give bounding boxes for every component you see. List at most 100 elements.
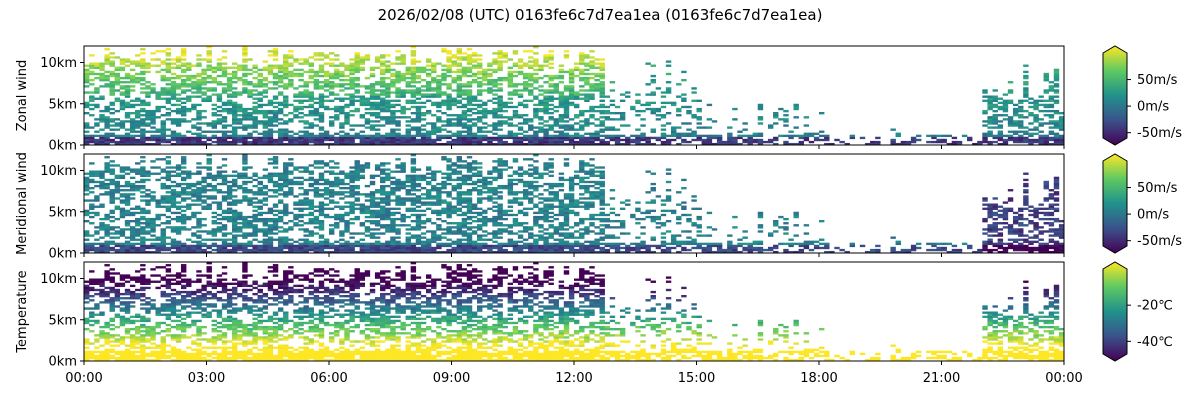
heatmap-cell <box>262 222 269 225</box>
heatmap-cell <box>395 136 401 140</box>
heatmap-cell <box>226 109 233 113</box>
heatmap-cell <box>497 66 503 69</box>
heatmap-cell <box>405 242 411 246</box>
heatmap-cell <box>89 215 95 219</box>
heatmap-cell <box>313 112 320 115</box>
heatmap-cell <box>497 95 503 98</box>
heatmap-cell <box>247 83 253 86</box>
heatmap-cell <box>512 93 519 96</box>
heatmap-cell <box>165 209 172 213</box>
heatmap-cell <box>308 176 314 180</box>
heatmap-cell <box>298 107 304 111</box>
heatmap-cell <box>354 164 360 167</box>
heatmap-cell <box>298 136 304 140</box>
heatmap-cell <box>487 138 493 142</box>
heatmap-cell <box>216 191 223 194</box>
heatmap-cell <box>410 162 417 165</box>
heatmap-cell <box>257 201 263 204</box>
heatmap-cell <box>221 215 228 219</box>
heatmap-cell <box>1038 103 1044 107</box>
heatmap-cell <box>635 109 641 113</box>
heatmap-cell <box>471 122 478 125</box>
heatmap-cell <box>165 54 172 57</box>
heatmap-cell <box>354 170 360 173</box>
heatmap-cell <box>701 126 707 129</box>
heatmap-cell <box>175 201 182 204</box>
heatmap-cell <box>451 132 457 135</box>
heatmap-cell <box>124 180 131 184</box>
heatmap-cell <box>313 72 320 76</box>
heatmap-cell <box>196 142 202 146</box>
heatmap-cell <box>226 174 233 177</box>
heatmap-cell <box>354 91 360 94</box>
heatmap-cell <box>997 134 1004 138</box>
heatmap-cell <box>967 138 973 142</box>
heatmap-cell <box>201 142 207 146</box>
heatmap-cell <box>517 66 524 69</box>
heatmap-cell <box>339 62 345 65</box>
heatmap-cell <box>288 70 294 74</box>
heatmap-cell <box>349 209 355 213</box>
heatmap-cell <box>665 140 672 144</box>
heatmap-cell <box>380 107 386 111</box>
heatmap-cell <box>135 122 141 125</box>
heatmap-cell <box>262 240 269 243</box>
heatmap-cell <box>150 160 156 163</box>
heatmap-cell <box>196 182 202 186</box>
heatmap-cell <box>242 220 248 223</box>
heatmap-cell <box>466 114 473 117</box>
heatmap-cell <box>415 116 422 119</box>
heatmap-cell <box>155 58 161 61</box>
heatmap-cell <box>716 138 723 142</box>
heatmap-cell <box>1007 138 1014 142</box>
heatmap-cell <box>415 236 422 239</box>
y-tick-label: 10km <box>40 56 77 71</box>
heatmap-cell <box>283 64 289 67</box>
heatmap-cell <box>691 87 697 90</box>
heatmap-cell <box>267 211 274 215</box>
heatmap-cell <box>186 85 192 88</box>
heatmap-cell <box>334 70 340 74</box>
heatmap-cell <box>232 228 238 231</box>
heatmap-cell <box>364 118 371 121</box>
heatmap-cell <box>288 164 294 167</box>
heatmap-cell <box>492 81 498 84</box>
heatmap-cell <box>349 62 355 65</box>
heatmap-cell <box>283 172 289 175</box>
heatmap-cell <box>165 226 172 229</box>
heatmap-cell <box>380 79 386 82</box>
heatmap-cell <box>374 174 381 177</box>
heatmap-cell <box>1018 130 1024 133</box>
heatmap-cell <box>579 93 585 96</box>
heatmap-cell <box>630 134 636 138</box>
heatmap-cell <box>124 168 131 171</box>
heatmap-cell <box>135 232 141 235</box>
heatmap-cell <box>354 244 360 248</box>
heatmap-cell <box>165 178 172 182</box>
heatmap-cell <box>334 85 340 88</box>
heatmap-cell <box>318 97 325 100</box>
heatmap-cell <box>334 226 340 229</box>
heatmap-cell <box>140 66 146 69</box>
heatmap-cell <box>757 105 764 109</box>
heatmap-cell <box>252 93 258 96</box>
heatmap-cell <box>788 130 794 133</box>
heatmap-cell <box>477 70 483 74</box>
heatmap-cell <box>232 134 238 138</box>
heatmap-cell <box>196 170 202 173</box>
heatmap-cell <box>170 120 177 123</box>
heatmap-cell <box>99 228 105 231</box>
heatmap-cell <box>1028 132 1034 135</box>
heatmap-cell <box>446 203 452 206</box>
heatmap-cell <box>232 107 238 111</box>
heatmap-cell <box>431 184 437 188</box>
heatmap-cell <box>1043 89 1049 92</box>
heatmap-cell <box>288 50 294 53</box>
heatmap-cell <box>308 170 314 173</box>
heatmap-cell <box>339 138 345 142</box>
heatmap-cell <box>298 140 304 144</box>
heatmap-cell <box>313 162 320 165</box>
heatmap-cell <box>150 238 156 241</box>
heatmap-cell <box>318 166 325 169</box>
heatmap-cell <box>216 83 223 86</box>
